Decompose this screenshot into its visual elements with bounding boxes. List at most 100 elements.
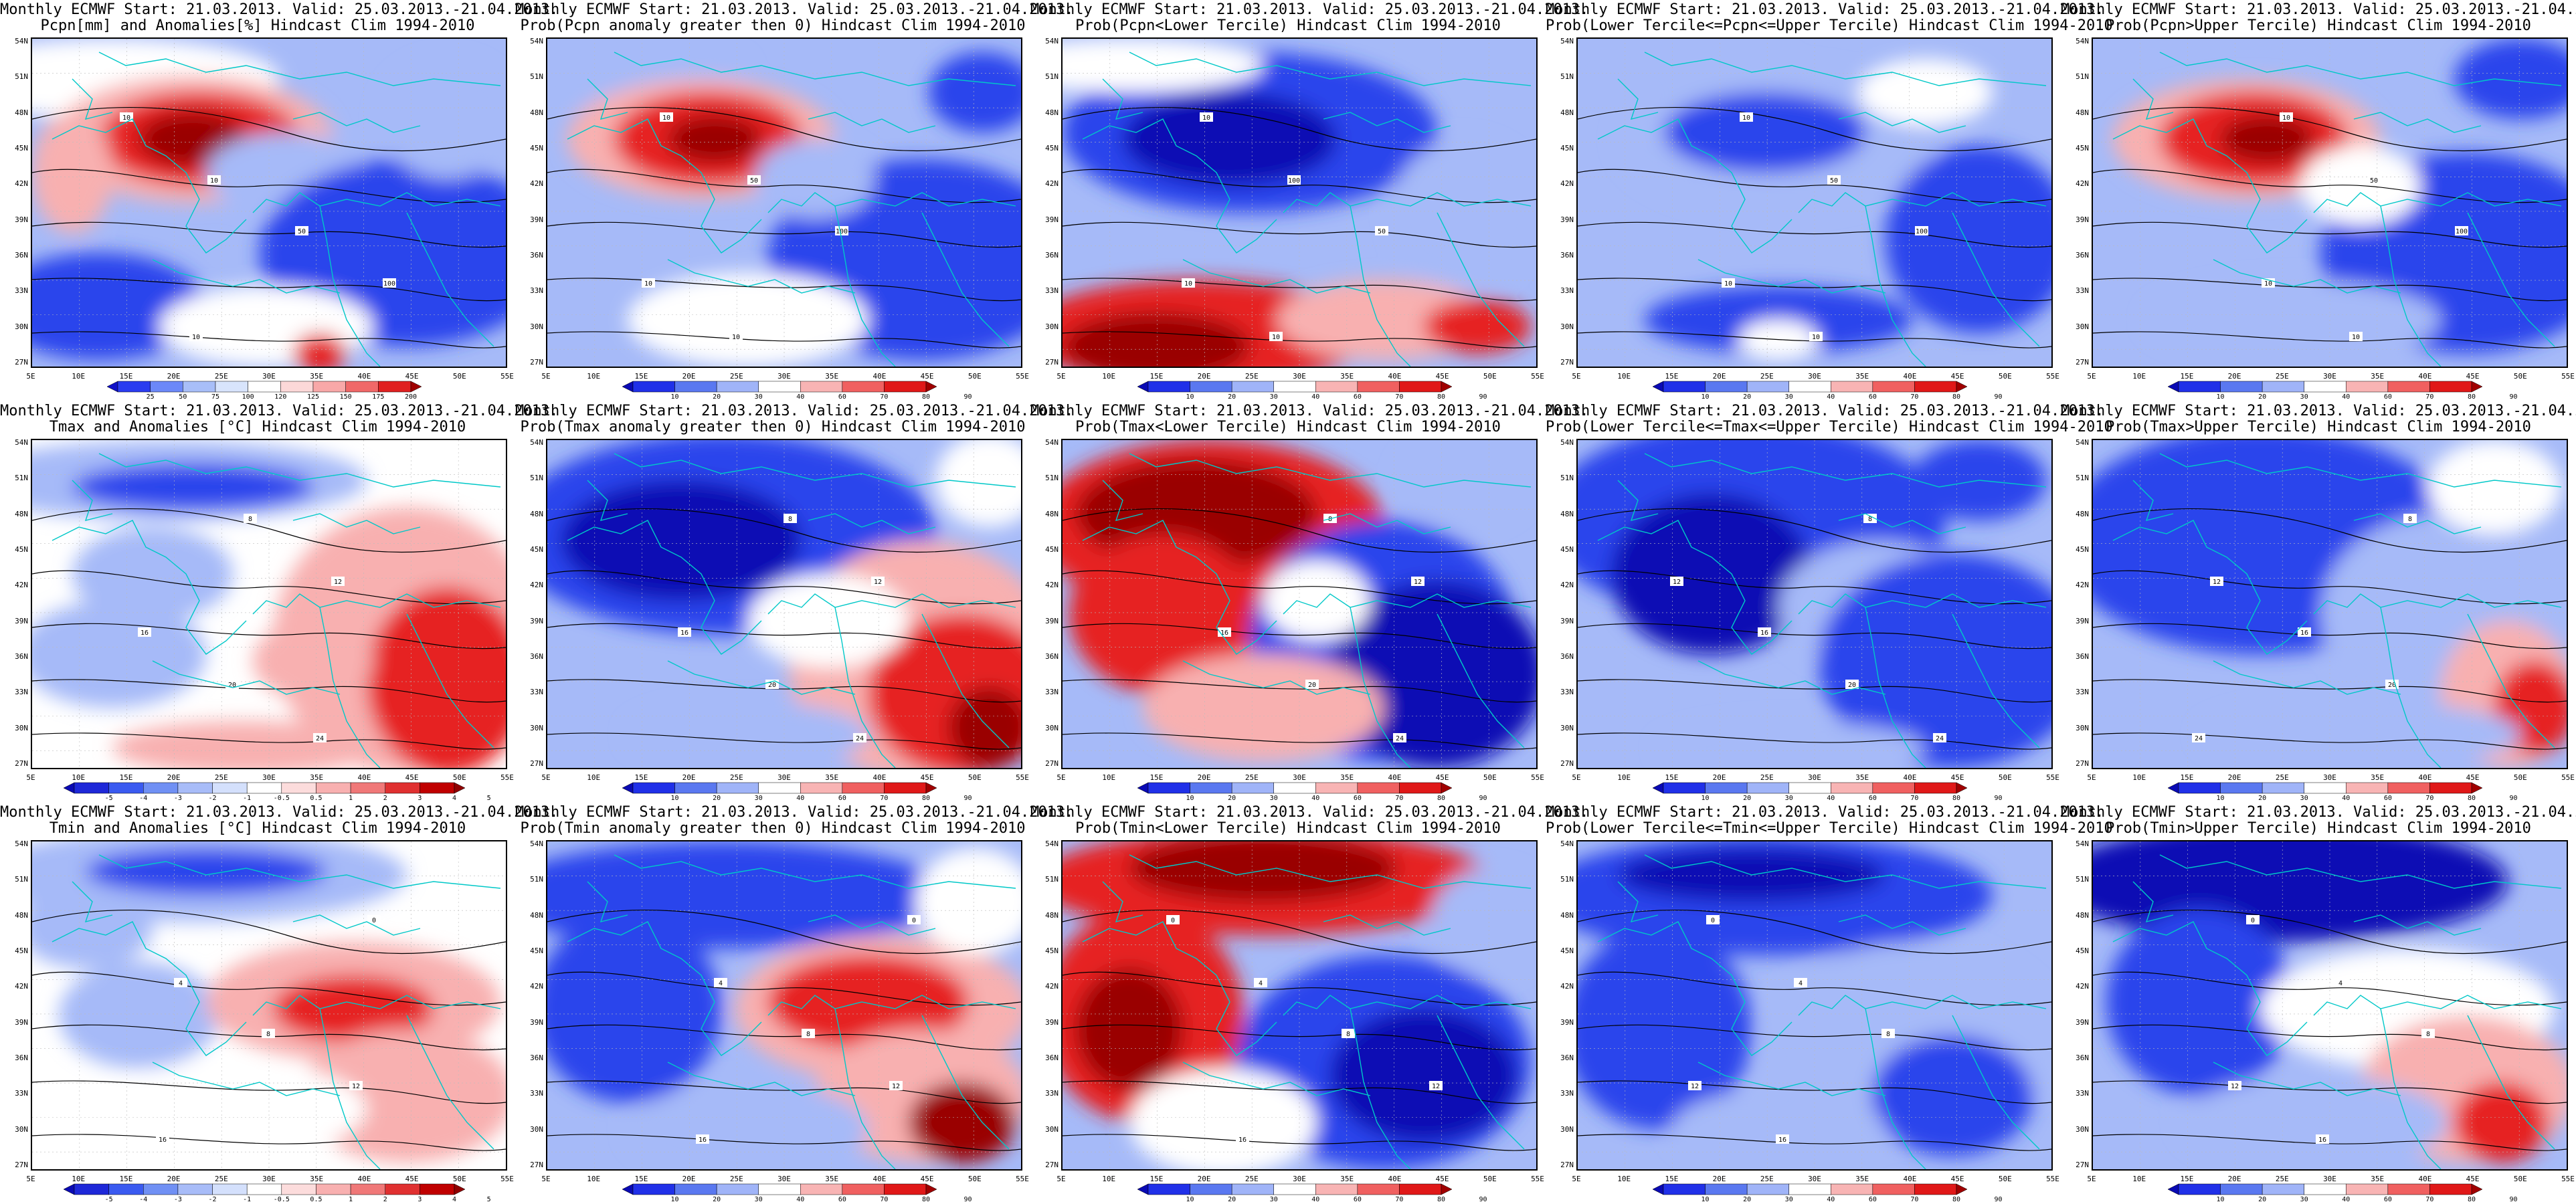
contour-line (32, 971, 506, 1006)
map-plot-area: 10 10 50 100 10 (31, 37, 507, 368)
field-region (1859, 59, 1993, 126)
latitude-label: 42N (530, 581, 543, 590)
colorbar-label: 75 (211, 393, 220, 401)
longitude-label: 30E (1808, 773, 1821, 782)
colorbar-swatch (420, 782, 455, 794)
latitude-label: 30N (2076, 723, 2089, 732)
colorbar-swatch (1147, 1183, 1190, 1195)
longitude-label: 20E (167, 1175, 181, 1183)
longitude-label: 40E (357, 372, 371, 381)
contour-line (32, 1134, 506, 1151)
contour-label-box (295, 226, 308, 235)
coastline (587, 881, 628, 922)
colorbar-label: 30 (2300, 1196, 2308, 1203)
latitude-label: 51N (15, 474, 28, 483)
colorbar-swatch (454, 1183, 466, 1195)
longitude-label: 40E (1388, 372, 1402, 381)
colorbar-swatch (1956, 782, 1968, 794)
colorbar-swatch (2262, 782, 2304, 794)
colorbar-label: 70 (1910, 1196, 1919, 1203)
latitude-label: 51N (2076, 875, 2089, 884)
field-region (2427, 440, 2561, 534)
colorbar-label: 20 (1228, 795, 1236, 802)
longitude-label: 35E (2371, 1175, 2385, 1183)
colorbar-label: 60 (1353, 795, 1362, 802)
colorbar-swatch (1652, 381, 1664, 393)
longitude-label: 30E (777, 773, 791, 782)
map-plot-area: 8 12 16 20 24 (2092, 439, 2568, 769)
map-plot-area: 10 50 100 10 10 (546, 37, 1022, 368)
longitude-label: 30E (1293, 372, 1306, 381)
panel-title-line1: Monthly ECMWF Start: 21.03.2013. Valid: … (0, 1, 559, 18)
colorbar-label: 30 (2300, 795, 2308, 802)
latitude-label: 45N (530, 946, 543, 955)
colorbar-label: 30 (754, 393, 763, 401)
contour-label-box (138, 627, 151, 637)
colorbar-swatch (410, 381, 422, 393)
colorbar-swatch (622, 782, 634, 794)
colorbar-swatch (1705, 381, 1748, 393)
latitude-label: 51N (15, 72, 28, 82)
colorbar-swatch (2387, 782, 2430, 794)
longitude-label: 55E (2046, 1175, 2059, 1183)
contour-line (1063, 331, 1536, 348)
coastline (1644, 854, 2047, 889)
latitude-label: 39N (530, 215, 543, 224)
latitude-label: 48N (1560, 509, 1574, 518)
latitude-label: 42N (2076, 179, 2089, 189)
contour-label-box (2210, 577, 2223, 586)
longitude-label: 30E (262, 372, 276, 381)
colorbar-swatch (1705, 1183, 1748, 1195)
panel-title-line2: Prob(Lower Tercile<=Tmax<=Upper Tercile)… (1546, 419, 2113, 435)
longitude-label: 55E (500, 773, 514, 782)
latitude-label: 48N (1045, 509, 1059, 518)
panel-title-line2: Tmax and Anomalies [°C] Hindcast Clim 19… (49, 419, 466, 435)
colorbar-label: 80 (1952, 393, 1961, 401)
contour-line (2093, 971, 2567, 1006)
contour-label-box (1845, 680, 1859, 689)
colorbar-swatch (2387, 1183, 2430, 1195)
colorbar-swatch (1831, 1183, 1873, 1195)
colorbar-swatch (1705, 782, 1748, 794)
longitude-label: 10E (1102, 773, 1116, 782)
longitude-label: 30E (777, 372, 791, 381)
contour-line (32, 623, 506, 649)
coastline (834, 1008, 896, 1169)
colorbar-swatch (150, 381, 183, 393)
longitude-label: 15E (1149, 372, 1164, 381)
latitude-label: 45N (1560, 144, 1574, 153)
latitude-label: 48N (2076, 509, 2089, 518)
latitude-label: 39N (1045, 215, 1059, 224)
colorbar-swatch (1914, 782, 1957, 794)
contour-line (2093, 732, 2567, 750)
colorbar-swatch (63, 782, 75, 794)
colorbar-label: 60 (838, 393, 846, 401)
longitude-label: 45E (405, 372, 419, 381)
coastline (2159, 453, 2562, 488)
coastline (1697, 259, 1886, 294)
colorbar-swatch (215, 381, 248, 393)
colorbar-swatch (212, 782, 248, 794)
colorbar-label: 150 (339, 393, 352, 401)
longitude-label: 15E (119, 372, 133, 381)
latitude-label: 33N (1560, 286, 1574, 296)
colorbar-swatch (2167, 782, 2179, 794)
coastline (252, 593, 501, 615)
colorbar-label: 80 (1437, 1196, 1446, 1203)
longitude-label: 10E (1617, 372, 1631, 381)
colorbar-swatch (2346, 381, 2389, 393)
contour-label: 10 (1272, 334, 1280, 341)
latitude-label: 27N (530, 759, 543, 768)
latitude-label: 54N (2076, 37, 2089, 45)
coastline (292, 914, 421, 936)
contour-line (32, 570, 506, 605)
colorbar-swatch (800, 1183, 843, 1195)
colorbar-swatch (1872, 1183, 1915, 1195)
contour-line (1578, 732, 2051, 750)
latitude-label: 45N (2076, 545, 2089, 554)
longitude-label: 10E (2132, 1175, 2146, 1183)
coastline (292, 513, 421, 534)
coastline (2467, 613, 2555, 748)
contour-line (1578, 623, 2051, 649)
latitude-label: 42N (1560, 982, 1574, 991)
